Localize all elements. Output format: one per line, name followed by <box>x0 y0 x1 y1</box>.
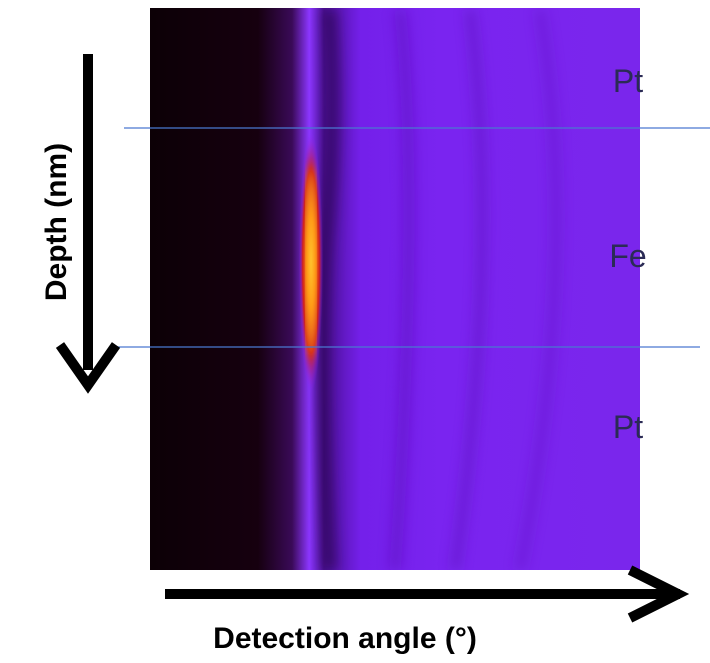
y-axis-label: Depth (nm) <box>40 143 73 301</box>
depth-arrow <box>55 54 121 394</box>
x-axis-label: Detection angle (°) <box>213 622 477 655</box>
layer-label: Pt <box>613 409 643 445</box>
heatmap <box>150 8 640 570</box>
layer-label: Pt <box>613 63 643 99</box>
angle-arrow <box>165 565 690 623</box>
layer-label: Fe <box>609 238 646 274</box>
